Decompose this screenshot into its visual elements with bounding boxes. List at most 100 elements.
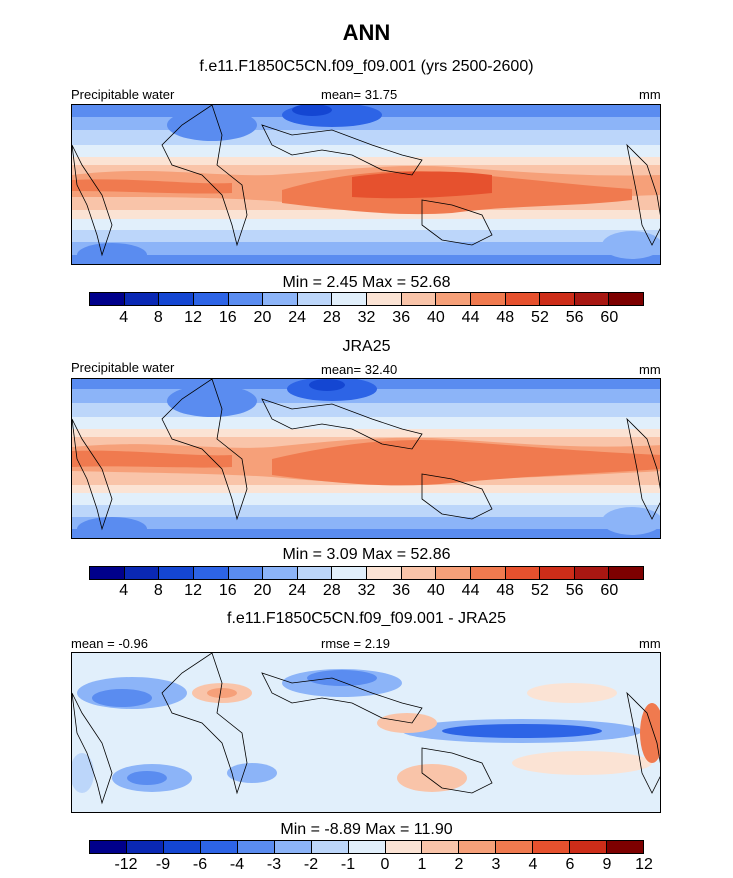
colorbar-swatch — [401, 293, 437, 305]
panel1-left-label: Precipitable water — [71, 87, 175, 102]
figure-title: ANN — [342, 20, 391, 45]
colorbar-swatch — [459, 841, 497, 853]
panel3-colorbar — [89, 840, 644, 854]
colorbar-swatch — [470, 293, 506, 305]
colorbar-swatch — [436, 293, 471, 305]
panel2-title: JRA25 — [342, 338, 391, 355]
panel3-minmax: Min = -8.89 Max = 11.90 — [280, 821, 453, 838]
colorbar-swatch — [193, 293, 229, 305]
panel2-units-label: mm — [639, 362, 661, 377]
colorbar-tick-label: 56 — [565, 582, 584, 599]
panel3-units-label: mm — [639, 636, 661, 651]
colorbar-swatch — [159, 567, 194, 579]
colorbar-tick-label: 56 — [565, 309, 584, 326]
colorbar-swatch — [90, 293, 125, 305]
panel2-mean-label: mean= 32.40 — [321, 362, 398, 377]
colorbar-tick-label: 4 — [528, 856, 538, 873]
colorbar-swatch — [311, 841, 349, 853]
colorbar-tick-label: 48 — [496, 582, 515, 599]
colorbar-swatch — [609, 567, 643, 579]
colorbar-swatch — [574, 567, 610, 579]
panel2-map — [71, 378, 661, 539]
panel3-mean-label: mean = -0.96 — [71, 636, 148, 651]
panel2-colorbar — [89, 566, 644, 580]
colorbar-swatch — [163, 841, 201, 853]
colorbar-swatch — [540, 293, 575, 305]
colorbar-swatch — [193, 567, 229, 579]
panel2-minmax: Min = 3.09 Max = 52.86 — [282, 546, 451, 563]
colorbar-tick-label: -6 — [192, 856, 208, 873]
colorbar-tick-label: 4 — [119, 309, 129, 326]
colorbar-tick-label: 40 — [426, 582, 445, 599]
colorbar-tick-label: 2 — [454, 856, 464, 873]
colorbar-tick-label: 8 — [153, 582, 163, 599]
colorbar-tick-label: -12 — [114, 856, 138, 873]
colorbar-swatch — [609, 293, 643, 305]
colorbar-tick-label: 12 — [184, 309, 202, 326]
colorbar-tick-label: -3 — [266, 856, 282, 873]
colorbar-swatch — [332, 567, 367, 579]
colorbar-tick-label: 3 — [491, 856, 501, 873]
colorbar-tick-label: -4 — [229, 856, 245, 873]
colorbar-tick-label: 60 — [600, 582, 619, 599]
panel3-map — [71, 652, 661, 813]
panel1-map — [71, 104, 661, 265]
panel2-left-label: Precipitable water — [71, 360, 175, 375]
colorbar-tick-label: 24 — [288, 582, 307, 599]
colorbar-swatch — [297, 567, 333, 579]
panel1-minmax: Min = 2.45 Max = 52.68 — [282, 274, 451, 291]
colorbar-swatch — [607, 841, 644, 853]
colorbar-tick-label: 4 — [119, 582, 129, 599]
colorbar-swatch — [505, 567, 541, 579]
colorbar-tick-label: 36 — [392, 309, 411, 326]
colorbar-swatch — [200, 841, 238, 853]
colorbar-swatch — [348, 841, 386, 853]
colorbar-swatch — [367, 293, 402, 305]
panel3-rmse-label: rmse = 2.19 — [321, 636, 391, 651]
colorbar-swatch — [505, 293, 541, 305]
colorbar-tick-label: 36 — [392, 582, 411, 599]
colorbar-tick-label: 1 — [417, 856, 427, 873]
colorbar-swatch — [297, 293, 333, 305]
colorbar-tick-label: 12 — [184, 582, 202, 599]
colorbar-swatch — [574, 293, 610, 305]
colorbar-tick-label: 52 — [531, 309, 549, 326]
panel1-title: f.e11.F1850C5CN.f09_f09.001 (yrs 2500-26… — [199, 58, 534, 75]
panel1-mean-label: mean= 31.75 — [321, 87, 398, 102]
colorbar-swatch — [90, 567, 125, 579]
colorbar-swatch — [367, 567, 402, 579]
colorbar-tick-label: 24 — [288, 309, 307, 326]
colorbar-swatch — [126, 841, 164, 853]
panel1-colorbar — [89, 292, 644, 306]
colorbar-tick-label: 60 — [600, 309, 619, 326]
colorbar-tick-label: -9 — [155, 856, 171, 873]
colorbar-tick-label: 16 — [218, 582, 237, 599]
colorbar-tick-label: 16 — [218, 309, 237, 326]
colorbar-swatch — [470, 567, 506, 579]
colorbar-tick-label: -1 — [340, 856, 356, 873]
colorbar-tick-label: 44 — [461, 309, 480, 326]
colorbar-tick-label: 6 — [565, 856, 575, 873]
colorbar-swatch — [496, 841, 534, 853]
colorbar-swatch — [533, 841, 571, 853]
colorbar-swatch — [263, 567, 298, 579]
colorbar-tick-label: 9 — [602, 856, 612, 873]
panel2-field — [72, 379, 660, 538]
colorbar-swatch — [124, 567, 160, 579]
colorbar-swatch — [436, 567, 471, 579]
colorbar-swatch — [332, 293, 367, 305]
colorbar-swatch — [570, 841, 608, 853]
colorbar-swatch — [237, 841, 275, 853]
colorbar-tick-label: 32 — [357, 582, 376, 599]
panel3-field — [72, 653, 660, 812]
colorbar-swatch — [124, 293, 160, 305]
colorbar-swatch — [263, 293, 298, 305]
colorbar-tick-label: -2 — [303, 856, 319, 873]
colorbar-swatch — [540, 567, 575, 579]
colorbar-tick-label: 28 — [322, 582, 341, 599]
colorbar-tick-label: 0 — [380, 856, 390, 873]
colorbar-swatch — [385, 841, 423, 853]
colorbar-tick-label: 12 — [635, 856, 653, 873]
colorbar-tick-label: 40 — [426, 309, 445, 326]
colorbar-tick-label: 52 — [531, 582, 549, 599]
